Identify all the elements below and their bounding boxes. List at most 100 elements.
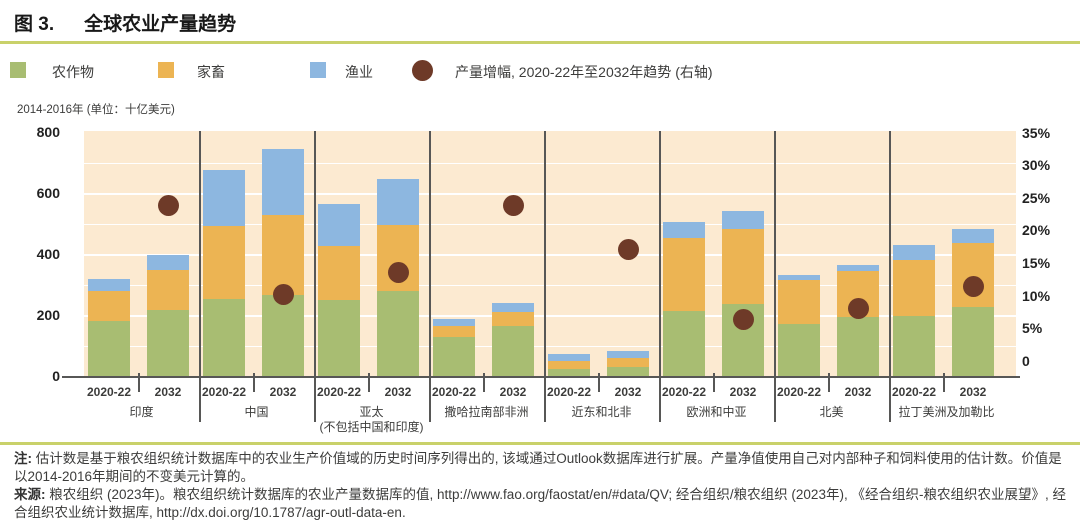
figure-title: 图 3. 全球农业产量趋势 bbox=[14, 9, 236, 36]
x-axis-year-label: 2020-22 bbox=[661, 385, 707, 399]
x-axis-year-label: 2020-22 bbox=[316, 385, 362, 399]
bar-segment-fisheries bbox=[893, 244, 935, 260]
bar-segment-fisheries bbox=[433, 318, 475, 327]
right-axis-tick-label: 15% bbox=[1022, 254, 1051, 271]
left-axis-tick-label: 0 bbox=[52, 368, 60, 384]
bar-segment-livestock bbox=[607, 358, 649, 368]
gridline bbox=[84, 193, 1016, 195]
bar-segment-livestock bbox=[203, 226, 245, 299]
bar-segment-crops bbox=[952, 306, 994, 377]
bar-segment-livestock bbox=[147, 270, 189, 310]
bar-segment-livestock bbox=[778, 279, 820, 324]
right-axis-tick-label: 20% bbox=[1022, 222, 1051, 239]
bar-segment-livestock bbox=[722, 228, 764, 304]
growth-dot bbox=[847, 297, 869, 319]
source-url-faostat[interactable]: http://www.fao.org/faostat/en/#data/QV bbox=[437, 487, 669, 502]
growth-dot bbox=[962, 276, 984, 298]
region-separator-line bbox=[659, 131, 661, 422]
region-label: 印度 bbox=[129, 405, 154, 419]
legend-label-crops: 农作物 bbox=[52, 64, 94, 80]
region-label: 北美 bbox=[819, 405, 844, 419]
bar-segment-crops bbox=[318, 300, 360, 377]
right-axis-tick-label: 5% bbox=[1022, 320, 1043, 337]
x-axis-year-label: 2032 bbox=[844, 385, 872, 399]
bar-segment-fisheries bbox=[607, 351, 649, 359]
region-separator-line bbox=[544, 131, 546, 422]
gridline bbox=[84, 223, 1016, 226]
left-axis-tick-label: 400 bbox=[36, 246, 60, 262]
source-label: 来源: bbox=[14, 487, 46, 502]
bar-segment-crops bbox=[377, 290, 419, 377]
figure-note: 注: 估计数是基于粮农组织统计数据库中的农业生产价值域的历史时间序列得出的, 该… bbox=[14, 450, 1067, 485]
stacked-bar-chart: 0 200 400 600 800 35% 30% 25% 20% 15% 10% 5% 0 2020-2… bbox=[36, 124, 1051, 434]
bar-segment-livestock bbox=[893, 259, 935, 317]
bar-segment-fisheries bbox=[548, 354, 590, 362]
bar-segment-crops bbox=[492, 326, 534, 377]
legend-label-livestock: 家畜 bbox=[197, 64, 225, 80]
year-separator-tick bbox=[138, 373, 140, 392]
legend-label-fisheries: 渔业 bbox=[345, 64, 373, 80]
left-axis-tick-label: 200 bbox=[36, 307, 60, 323]
bar-segment-livestock bbox=[433, 326, 475, 338]
bar-segment-livestock bbox=[262, 214, 304, 295]
growth-dot bbox=[387, 261, 409, 283]
year-separator-tick bbox=[943, 373, 945, 392]
gridline bbox=[84, 284, 1016, 287]
right-axis-tick-label: 30% bbox=[1022, 157, 1051, 174]
growth-dot bbox=[732, 308, 754, 330]
livestock-swatch-icon bbox=[158, 62, 174, 78]
bar-segment-crops bbox=[663, 311, 705, 377]
bar-segment-fisheries bbox=[492, 303, 534, 313]
bar-segment-fisheries bbox=[722, 211, 764, 229]
bar-segment-crops bbox=[837, 317, 879, 377]
bar-segment-livestock bbox=[492, 312, 534, 327]
region-label: 亚太 bbox=[359, 405, 384, 419]
bar-segment-crops bbox=[88, 320, 130, 377]
x-axis-year-label: 2020-22 bbox=[201, 385, 247, 399]
year-separator-tick bbox=[368, 373, 370, 392]
figure-number: 图 3. bbox=[14, 14, 55, 35]
growth-dot bbox=[502, 194, 524, 216]
year-separator-tick bbox=[713, 373, 715, 392]
year-separator-tick bbox=[483, 373, 485, 392]
region-label: 撒哈拉南部非洲 bbox=[444, 405, 529, 419]
bar-segment-crops bbox=[147, 309, 189, 377]
x-axis-year-label: 2032 bbox=[729, 385, 757, 399]
figure-source: 来源: 粮农组织 (2023年)。粮农组织统计数据库的农业产量数据库的值, ht… bbox=[14, 486, 1067, 521]
bar-segment-livestock bbox=[88, 290, 130, 321]
growth-dot bbox=[272, 284, 294, 306]
region-separator-line bbox=[774, 131, 776, 422]
x-axis-year-label: 2032 bbox=[959, 385, 987, 399]
region-label-line2: (不包括中国和印度) bbox=[319, 420, 424, 434]
bar-segment-crops bbox=[607, 367, 649, 377]
bar-segment-fisheries bbox=[952, 228, 994, 243]
growth-dot bbox=[617, 239, 639, 261]
growth-dot bbox=[157, 194, 179, 216]
x-axis-year-label: 2020-22 bbox=[86, 385, 132, 399]
region-separator-line bbox=[314, 131, 316, 422]
region-separator-line bbox=[889, 131, 891, 422]
region-label: 中国 bbox=[244, 405, 269, 419]
source-url-doi[interactable]: http://dx.doi.org/10.1787/agr-outl-data-… bbox=[156, 504, 402, 520]
growth-dot-icon bbox=[412, 60, 433, 81]
region-separator-line bbox=[199, 131, 201, 422]
source-text-1: 粮农组织 (2023年)。粮农组织统计数据库的农业产量数据库的值, bbox=[45, 487, 438, 502]
source-text-2: ; 经合组织/粮农组织 (2023年), 《经合组织-粮农组织农业展望》, 经合… bbox=[14, 487, 1066, 520]
x-axis-year-label: 2020-22 bbox=[776, 385, 822, 399]
right-axis-tick-label: 10% bbox=[1022, 287, 1051, 304]
bar-segment-crops bbox=[203, 298, 245, 377]
bar-segment-fisheries bbox=[262, 148, 304, 215]
region-label: 拉丁美洲及加勒比 bbox=[898, 405, 995, 419]
bar-segment-crops bbox=[893, 316, 935, 377]
bar-segment-fisheries bbox=[837, 265, 879, 271]
x-axis-year-label: 2032 bbox=[614, 385, 642, 399]
year-separator-tick bbox=[598, 373, 600, 392]
title-divider-rule bbox=[0, 41, 1080, 44]
x-axis-year-label: 2032 bbox=[154, 385, 182, 399]
bar-segment-crops bbox=[433, 337, 475, 377]
fisheries-swatch-icon bbox=[310, 62, 326, 78]
bar-segment-livestock bbox=[548, 361, 590, 370]
bar-segment-livestock bbox=[663, 237, 705, 312]
x-axis-year-label: 2032 bbox=[269, 385, 297, 399]
bar-segment-fisheries bbox=[377, 179, 419, 225]
